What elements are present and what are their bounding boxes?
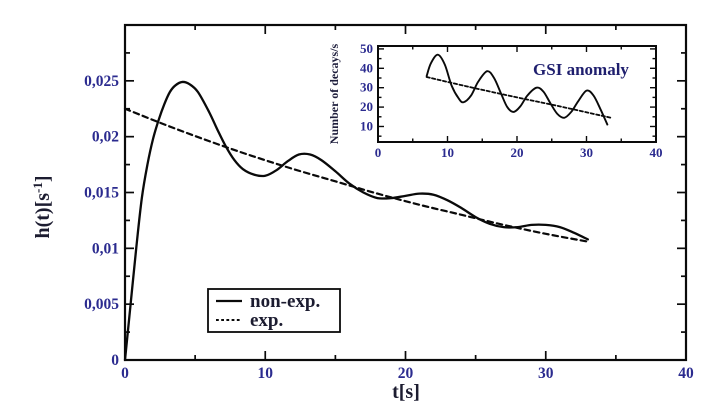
- main-y-tick-label: 0,005: [84, 296, 119, 313]
- inset-yaxis-label: Number of decays/s: [327, 43, 341, 144]
- main-xaxis-label: t[s]: [392, 381, 420, 403]
- inset-curve-trend: [425, 76, 612, 119]
- main-x-tick-label: 20: [398, 365, 414, 382]
- main-y-tick-label: 0: [111, 352, 119, 369]
- inset-y-tick-label: 10: [360, 118, 373, 133]
- inset-x-tick-label: 20: [511, 145, 524, 160]
- legend-label-non-exp: non-exp.: [250, 291, 320, 312]
- inset-annotation: GSI anomaly: [533, 60, 629, 79]
- inset-y-tick-label: 30: [360, 80, 373, 95]
- main-x-tick-label: 10: [258, 365, 274, 382]
- inset-y-tick-label: 20: [360, 99, 373, 114]
- main-curve-exp: [123, 107, 589, 243]
- legend-box: [207, 288, 341, 333]
- main-yaxis-label: h(t)[s-1]: [30, 175, 54, 238]
- main-y-tick-label: 0,01: [92, 240, 119, 257]
- legend: non-exp. exp.: [207, 288, 341, 333]
- inset-curve-oscillation: [425, 53, 609, 126]
- inset-x-tick-label: 40: [650, 145, 663, 160]
- main-yaxis-label-superscript: -1: [30, 182, 45, 193]
- main-yaxis-label-pre: h(t)[s: [32, 193, 54, 239]
- main-y-tick-label: 0,015: [84, 185, 119, 202]
- main-x-tick-label: 0: [121, 365, 129, 382]
- legend-label-exp: exp.: [250, 310, 283, 331]
- inset-x-tick-label: 30: [580, 145, 593, 160]
- inset-y-tick-label: 40: [360, 60, 373, 75]
- inset-y-tick-label: 50: [360, 41, 373, 56]
- inset-x-tick-label: 0: [375, 145, 382, 160]
- main-x-tick-label: 40: [678, 365, 694, 382]
- inset-x-tick-label: 10: [441, 145, 454, 160]
- main-curve-non-exp: [123, 80, 589, 362]
- main-x-tick-label: 30: [538, 365, 554, 382]
- main-yaxis-label-post: ]: [32, 175, 54, 182]
- main-y-tick-label: 0,025: [84, 73, 119, 90]
- main-y-tick-label: 0,02: [92, 129, 119, 146]
